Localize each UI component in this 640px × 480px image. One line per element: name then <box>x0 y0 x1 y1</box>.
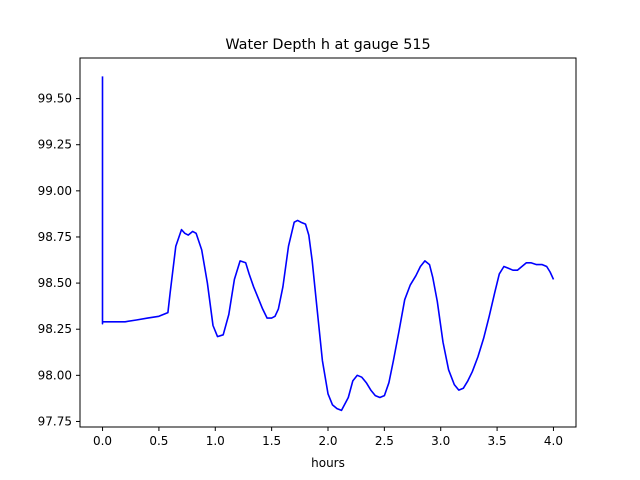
x-tick-label: 2.5 <box>375 434 394 448</box>
x-tick-label: 3.5 <box>488 434 507 448</box>
y-tick-label: 98.75 <box>38 230 72 244</box>
x-tick-label: 1.0 <box>206 434 225 448</box>
x-tick-label: 3.0 <box>431 434 450 448</box>
plot-area <box>101 76 555 412</box>
x-tick-label: 1.5 <box>262 434 281 448</box>
x-tick-label: 0.0 <box>93 434 112 448</box>
chart-title: Water Depth h at gauge 515 <box>225 37 430 53</box>
y-tick-label: 98.50 <box>38 276 72 290</box>
y-tick-label: 98.00 <box>38 368 72 382</box>
y-tick-label: 99.25 <box>38 138 72 152</box>
x-axis-label: hours <box>311 456 345 470</box>
x-tick-label: 2.0 <box>318 434 337 448</box>
axes-frame <box>79 57 577 428</box>
x-tick-label: 0.5 <box>149 434 168 448</box>
y-tick-label: 99.00 <box>38 184 72 198</box>
x-axis: 0.0 0.5 1.0 1.5 2.0 2.5 3.0 3.5 4.0 <box>93 427 563 448</box>
y-axis: 97.75 98.00 98.25 98.50 98.75 99.00 99.25 99.50 <box>38 92 80 428</box>
y-tick-label: 99.50 <box>38 92 72 106</box>
x-tick-label: 4.0 <box>544 434 563 448</box>
series-line <box>101 76 555 412</box>
y-tick-label: 98.25 <box>38 322 72 336</box>
y-tick-label: 97.75 <box>38 414 72 428</box>
